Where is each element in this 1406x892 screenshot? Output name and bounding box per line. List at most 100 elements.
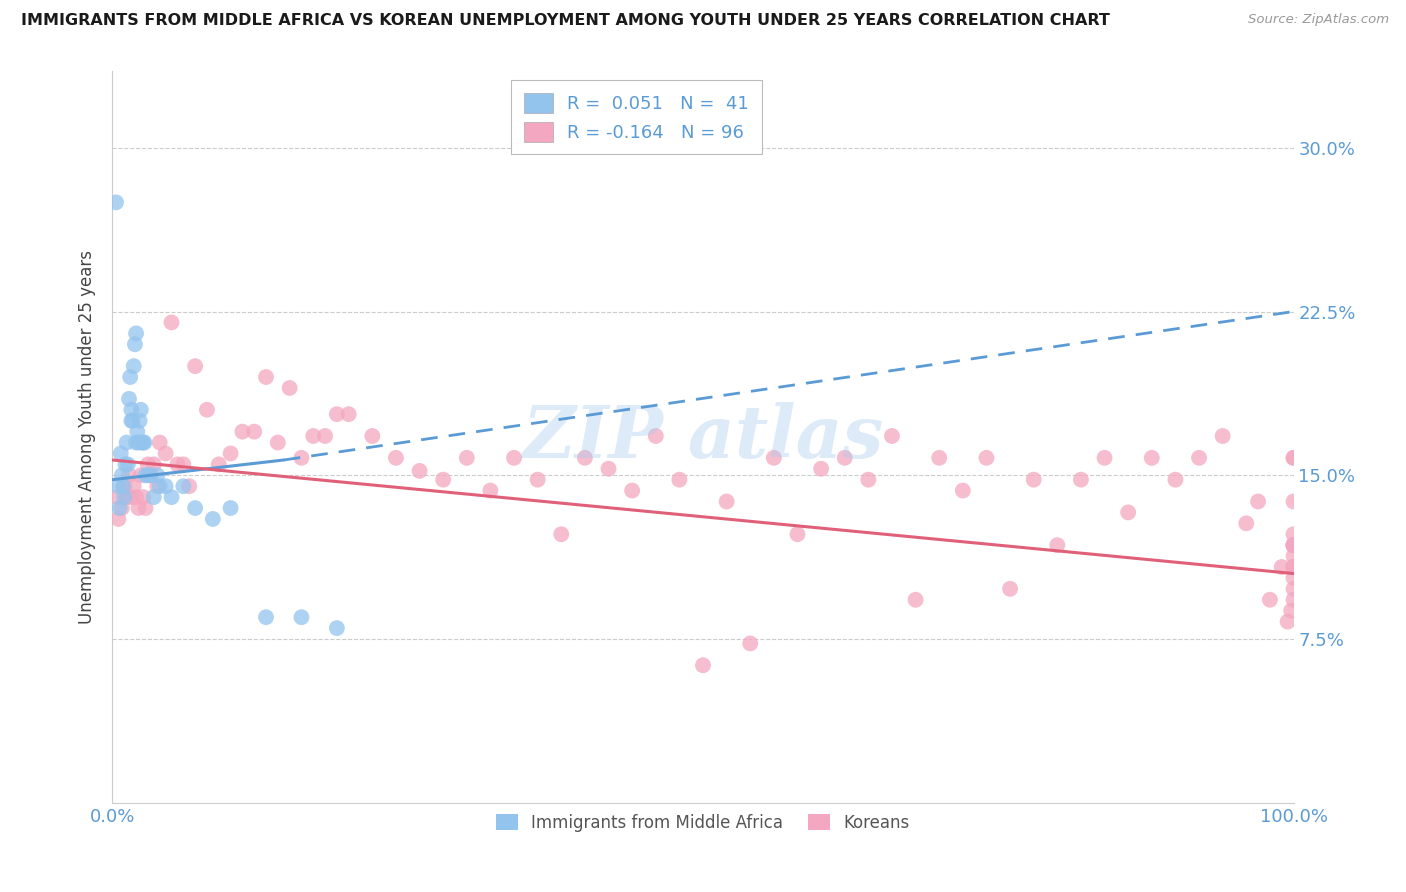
Point	[858, 473, 880, 487]
Text: Source: ZipAtlas.com: Source: ZipAtlas.com	[1249, 13, 1389, 27]
Text: ZIP atlas: ZIP atlas	[523, 401, 883, 473]
Point	[1282, 592, 1305, 607]
Point	[139, 468, 162, 483]
Point	[302, 429, 325, 443]
Point	[118, 392, 141, 406]
Point	[160, 490, 183, 504]
Point	[598, 461, 620, 475]
Point	[786, 527, 808, 541]
Point	[179, 479, 201, 493]
Point	[121, 414, 143, 428]
Point	[208, 458, 231, 472]
Point	[952, 483, 974, 498]
Point	[1282, 560, 1305, 574]
Point	[108, 501, 131, 516]
Point	[1247, 494, 1270, 508]
Point	[1070, 473, 1092, 487]
Point	[1282, 450, 1305, 465]
Point	[125, 490, 148, 504]
Point	[1282, 527, 1305, 541]
Point	[146, 479, 169, 493]
Point	[115, 490, 138, 504]
Point	[120, 370, 142, 384]
Point	[219, 501, 242, 516]
Point	[644, 429, 666, 443]
Point	[254, 610, 277, 624]
Point	[337, 407, 360, 421]
Point	[166, 458, 188, 472]
Legend: Immigrants from Middle Africa, Koreans: Immigrants from Middle Africa, Koreans	[489, 807, 917, 838]
Point	[1188, 450, 1211, 465]
Point	[928, 450, 950, 465]
Point	[243, 425, 266, 439]
Point	[110, 446, 132, 460]
Point	[128, 414, 150, 428]
Point	[267, 435, 290, 450]
Point	[201, 512, 224, 526]
Point	[122, 359, 145, 373]
Point	[139, 468, 162, 483]
Point	[1282, 538, 1305, 552]
Point	[1282, 560, 1305, 574]
Point	[479, 483, 502, 498]
Point	[115, 435, 138, 450]
Point	[526, 473, 548, 487]
Point	[290, 450, 312, 465]
Point	[1282, 538, 1305, 552]
Point	[120, 402, 142, 417]
Point	[127, 425, 149, 439]
Point	[195, 402, 218, 417]
Point	[692, 658, 714, 673]
Point	[219, 446, 242, 460]
Point	[1258, 592, 1281, 607]
Point	[1282, 582, 1305, 596]
Point	[129, 402, 152, 417]
Point	[105, 490, 128, 504]
Point	[385, 450, 408, 465]
Point	[127, 501, 149, 516]
Point	[134, 435, 156, 450]
Y-axis label: Unemployment Among Youth under 25 years: Unemployment Among Youth under 25 years	[77, 250, 96, 624]
Point	[880, 429, 903, 443]
Point	[1282, 494, 1305, 508]
Point	[904, 592, 927, 607]
Point	[326, 621, 349, 635]
Point	[503, 450, 526, 465]
Point	[136, 458, 159, 472]
Point	[155, 446, 177, 460]
Point	[1282, 538, 1305, 552]
Point	[146, 468, 169, 483]
Point	[290, 610, 312, 624]
Point	[122, 479, 145, 493]
Point	[129, 468, 152, 483]
Point	[834, 450, 856, 465]
Point	[112, 490, 135, 504]
Point	[278, 381, 301, 395]
Point	[1046, 538, 1069, 552]
Point	[432, 473, 454, 487]
Point	[231, 425, 253, 439]
Point	[574, 450, 596, 465]
Point	[127, 435, 149, 450]
Point	[118, 468, 141, 483]
Point	[112, 479, 135, 493]
Point	[149, 435, 172, 450]
Point	[131, 435, 153, 450]
Point	[120, 490, 142, 504]
Point	[172, 479, 194, 493]
Point	[1282, 538, 1305, 552]
Point	[1234, 516, 1257, 531]
Point	[1212, 429, 1234, 443]
Point	[1279, 604, 1302, 618]
Point	[125, 435, 148, 450]
Point	[155, 479, 177, 493]
Point	[184, 501, 207, 516]
Text: IMMIGRANTS FROM MIDDLE AFRICA VS KOREAN UNEMPLOYMENT AMONG YOUTH UNDER 25 YEARS : IMMIGRANTS FROM MIDDLE AFRICA VS KOREAN …	[21, 13, 1109, 29]
Point	[111, 501, 134, 516]
Point	[1282, 571, 1305, 585]
Point	[1164, 473, 1187, 487]
Point	[107, 512, 129, 526]
Point	[120, 414, 142, 428]
Point	[142, 490, 165, 504]
Point	[762, 450, 785, 465]
